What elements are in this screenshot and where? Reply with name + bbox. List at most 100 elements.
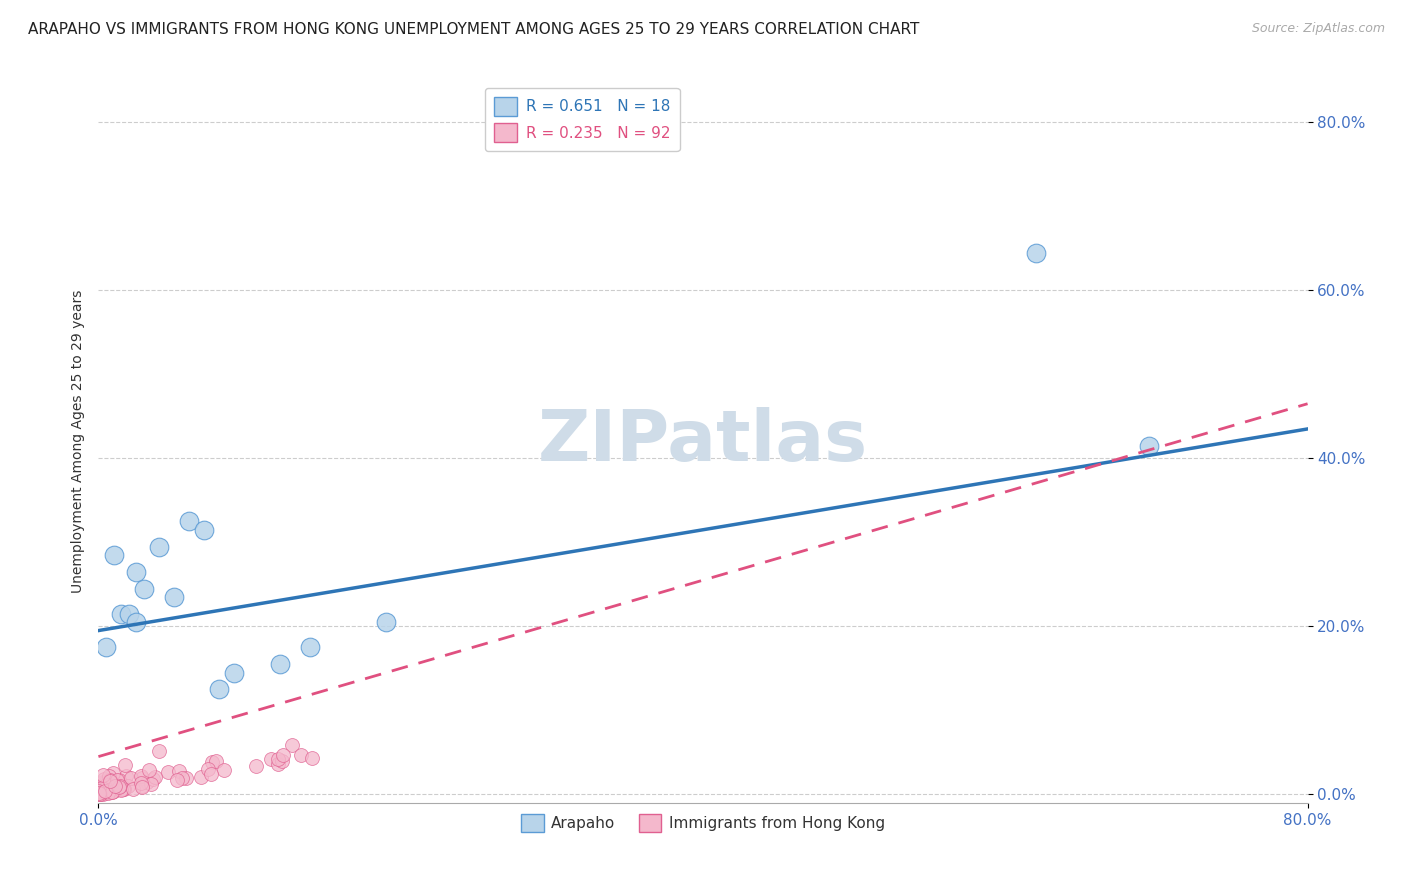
Point [208, 682, 231, 697]
Point [212, 763, 235, 777]
Point [205, 754, 228, 768]
Point [118, 607, 141, 621]
Point [301, 750, 323, 764]
Point [271, 747, 294, 762]
Point [107, 780, 129, 795]
Point [94, 784, 117, 798]
Point [163, 590, 186, 604]
Point [110, 607, 132, 621]
Point [299, 640, 322, 655]
Point [105, 773, 128, 788]
Point [120, 771, 142, 785]
Point [374, 615, 396, 630]
Point [96, 780, 118, 795]
Point [93, 774, 115, 789]
Point [89, 787, 111, 801]
Point [115, 769, 138, 783]
Point [101, 778, 124, 792]
Point [167, 764, 190, 778]
Point [91, 774, 114, 789]
Point [101, 765, 124, 780]
Point [1024, 245, 1046, 260]
Point [98, 785, 121, 799]
Point [114, 758, 136, 772]
Point [103, 783, 125, 797]
Point [111, 779, 134, 793]
Point [148, 540, 170, 554]
Point [131, 780, 153, 794]
Point [125, 565, 148, 579]
Point [112, 782, 135, 797]
Point [224, 665, 246, 680]
Point [129, 776, 152, 790]
Point [267, 752, 290, 766]
Point [104, 779, 127, 793]
Point [97, 779, 120, 793]
Point [108, 779, 131, 793]
Point [143, 770, 166, 784]
Point [104, 780, 127, 794]
Point [103, 548, 125, 562]
Point [131, 771, 153, 785]
Point [89, 787, 111, 801]
Point [142, 772, 165, 786]
Point [290, 748, 312, 763]
Point [200, 767, 222, 781]
Text: ZIPatlas: ZIPatlas [538, 407, 868, 476]
Point [193, 523, 215, 537]
Point [136, 775, 159, 789]
Text: ARAPAHO VS IMMIGRANTS FROM HONG KONG UNEMPLOYMENT AMONG AGES 25 TO 29 YEARS CORR: ARAPAHO VS IMMIGRANTS FROM HONG KONG UNE… [28, 22, 920, 37]
Point [148, 744, 170, 758]
Point [166, 773, 188, 788]
Point [97, 783, 120, 797]
Point [131, 779, 153, 793]
Point [132, 582, 155, 596]
Point [245, 758, 267, 772]
Point [91, 785, 114, 799]
Point [110, 782, 132, 797]
Point [269, 657, 291, 672]
Point [174, 771, 197, 785]
Point [107, 782, 129, 797]
Point [125, 615, 148, 630]
Point [97, 783, 120, 797]
Point [100, 782, 122, 797]
Point [156, 765, 179, 780]
Point [97, 785, 120, 799]
Point [94, 640, 117, 655]
Point [190, 770, 212, 784]
Point [200, 755, 222, 769]
Point [96, 777, 118, 791]
Point [179, 514, 201, 528]
Point [111, 782, 134, 797]
Point [89, 779, 111, 793]
Point [98, 769, 121, 783]
Point [280, 738, 302, 752]
Point [121, 781, 143, 796]
Point [172, 771, 194, 785]
Point [87, 787, 110, 801]
Point [131, 769, 153, 783]
Point [98, 780, 121, 794]
Point [91, 781, 114, 796]
Point [94, 783, 117, 797]
Point [108, 780, 131, 794]
Point [197, 762, 219, 776]
Point [98, 773, 121, 788]
Point [96, 780, 118, 794]
Point [97, 786, 120, 800]
Point [1137, 439, 1160, 453]
Point [110, 782, 132, 797]
Point [101, 785, 124, 799]
Point [138, 763, 160, 777]
Y-axis label: Unemployment Among Ages 25 to 29 years: Unemployment Among Ages 25 to 29 years [70, 290, 84, 593]
Point [266, 757, 288, 772]
Point [90, 785, 112, 799]
Point [89, 780, 111, 794]
Point [259, 752, 281, 766]
Point [117, 779, 139, 793]
Point [93, 786, 115, 800]
Text: Source: ZipAtlas.com: Source: ZipAtlas.com [1251, 22, 1385, 36]
Point [96, 784, 118, 798]
Point [87, 784, 110, 798]
